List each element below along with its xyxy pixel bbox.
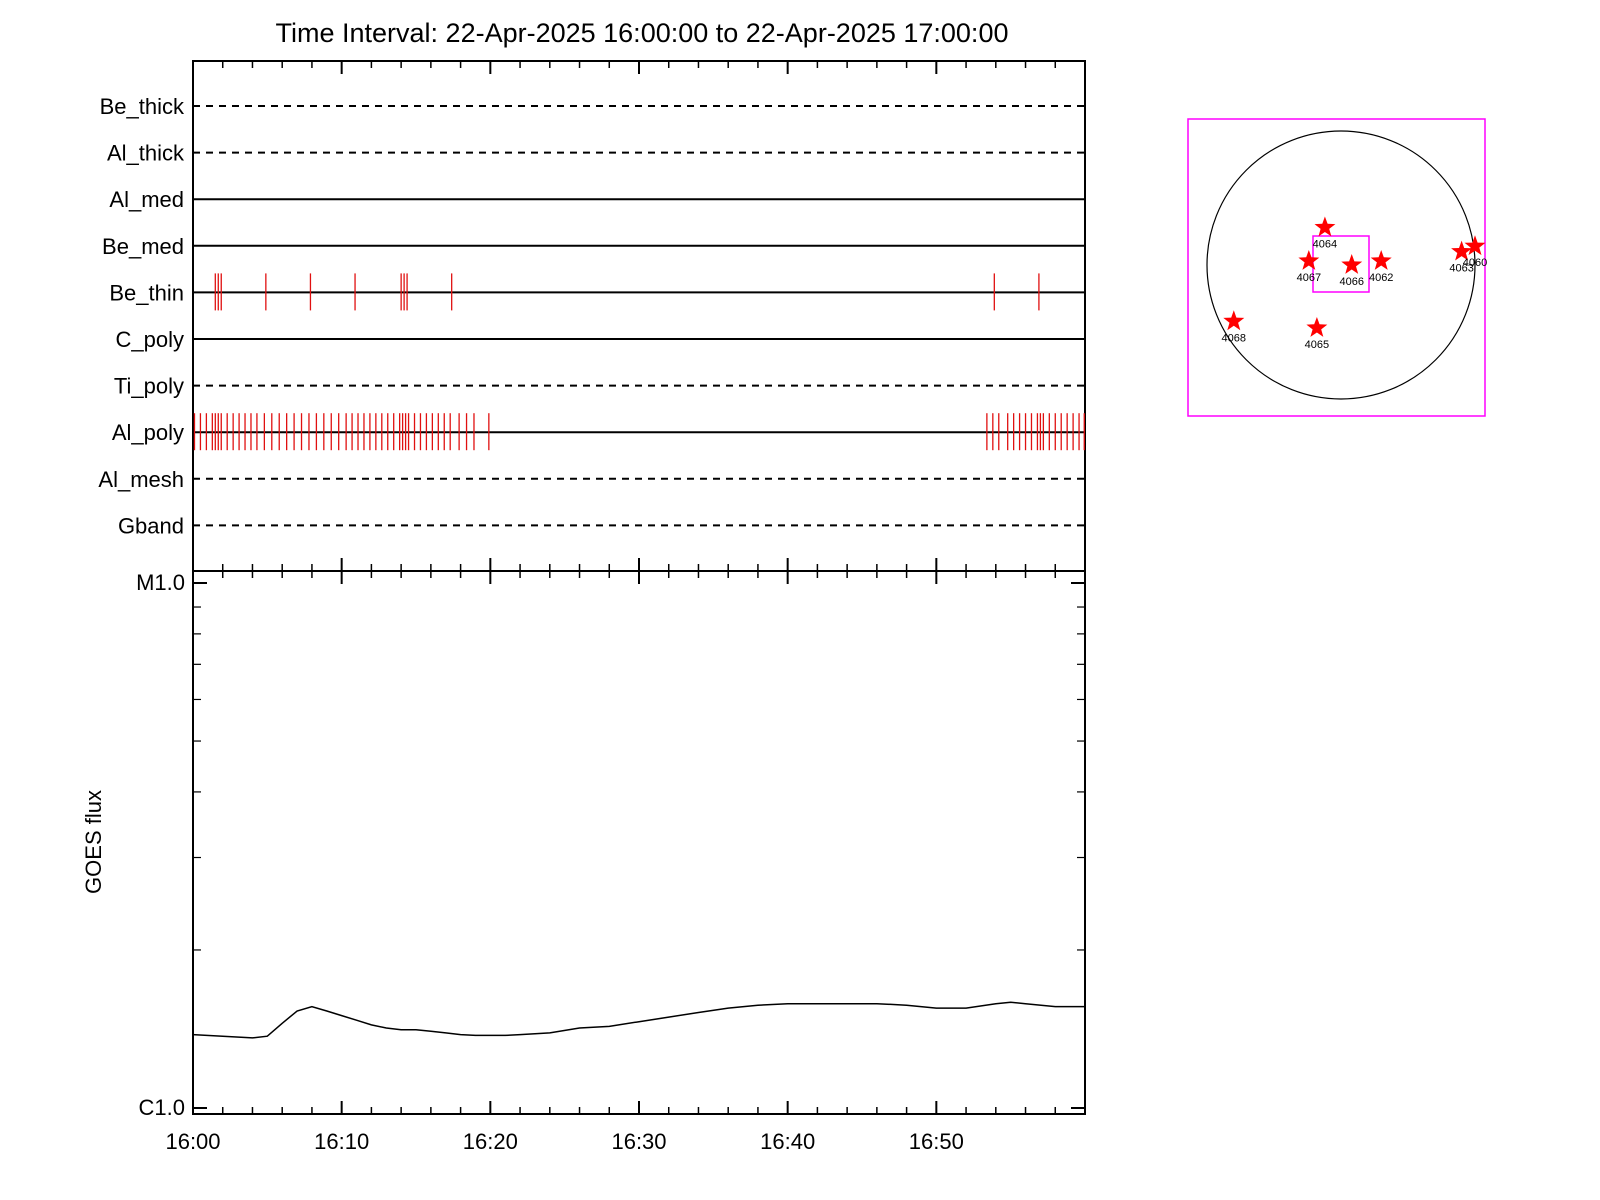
y-axis-label: GOES flux (81, 790, 106, 894)
sun-map-frame (1187, 118, 1486, 417)
active-region-label: 4066 (1339, 276, 1363, 288)
x-tick-label: 16:00 (165, 1129, 220, 1154)
x-tick-label: 16:10 (314, 1129, 369, 1154)
x-tick-label: 16:20 (463, 1129, 518, 1154)
row-label-be_med: Be_med (102, 234, 184, 259)
active-region-marker (1464, 235, 1486, 256)
x-tick-label: 16:50 (909, 1129, 964, 1154)
row-label-c_poly: C_poly (116, 327, 184, 352)
filter-timeline-panel: Be_thick Al_thick Al_med Be_med Be_thin C_pol… (98, 60, 1086, 572)
active-region-label: 4065 (1305, 339, 1329, 351)
row-label-ti_poly: Ti_poly (114, 374, 184, 399)
row-label-al_med: Al_med (109, 187, 184, 212)
active-region-marker (1370, 250, 1392, 270)
goes-flux-panel: M1.0 C1.0 GOES flux 16:00 16:10 16:20 16:30… (81, 558, 1086, 1154)
goes-frame (192, 570, 1086, 1115)
active-region-marker (1314, 216, 1336, 237)
active-region-marker (1298, 250, 1320, 270)
x-tick-label: 16:40 (760, 1129, 815, 1154)
active-region-label: 4063 (1449, 263, 1473, 275)
y-tick-label-m1: M1.0 (136, 570, 185, 595)
y-tick-label-c1: C1.0 (139, 1095, 185, 1120)
solar-limb (1206, 130, 1476, 400)
active-region-label: 4060 (1463, 257, 1487, 269)
chart-title: Time Interval: 22-Apr-2025 16:00:00 to 2… (276, 18, 1009, 48)
active-region-marker (1223, 310, 1245, 331)
row-label-gband: Gband (118, 513, 184, 538)
timeline-frame (192, 60, 1086, 572)
active-region-label: 4067 (1297, 272, 1321, 284)
active-region-label: 4064 (1313, 238, 1337, 250)
active-region-marker (1341, 254, 1363, 274)
active-region-marker (1306, 317, 1328, 337)
row-label-be_thin: Be_thin (109, 280, 184, 305)
active-region-label: 4068 (1222, 332, 1246, 344)
row-label-al_thick: Al_thick (107, 141, 185, 166)
active-region-label: 4062 (1369, 272, 1393, 284)
goes-flux-line (192, 1001, 1085, 1039)
x-tick-label: 16:30 (611, 1129, 666, 1154)
row-label-al_poly: Al_poly (112, 420, 184, 445)
active-region-marker (1451, 240, 1473, 261)
row-label-be_thick: Be_thick (100, 94, 185, 119)
row-label-al_mesh: Al_mesh (98, 467, 184, 492)
